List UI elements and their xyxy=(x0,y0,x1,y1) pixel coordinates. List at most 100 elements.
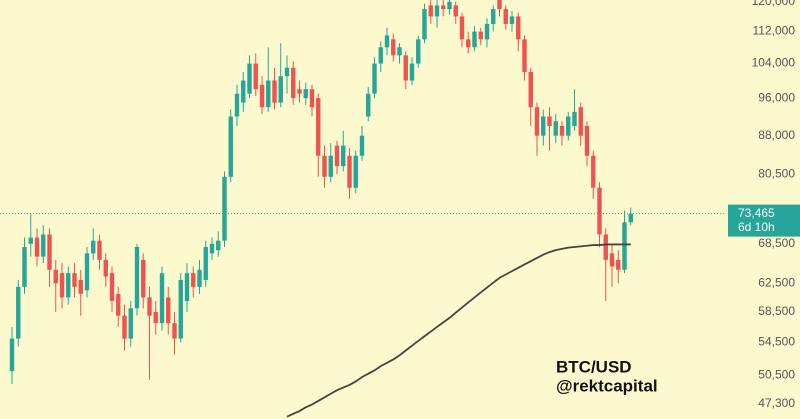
candle-body xyxy=(22,246,27,287)
y-tick-label: 47,300 xyxy=(758,396,795,410)
candle-body xyxy=(484,23,490,40)
candle-body xyxy=(253,63,258,90)
candle-body xyxy=(122,315,127,339)
y-tick-label: 50,500 xyxy=(758,368,795,382)
candle-body xyxy=(316,98,321,156)
candle-body xyxy=(578,107,583,136)
candle-body xyxy=(628,213,633,223)
candle-body xyxy=(16,286,21,339)
candle-body xyxy=(278,76,283,103)
candle-body xyxy=(34,237,40,257)
candle-body xyxy=(347,155,352,188)
candle-body xyxy=(59,273,65,298)
candle-body xyxy=(309,89,315,108)
candle-body xyxy=(378,47,383,64)
candle-body xyxy=(166,297,171,324)
candle-body xyxy=(553,121,558,136)
y-tick-label: 68,500 xyxy=(758,236,795,250)
candle-body xyxy=(397,47,402,56)
y-tick-label: 62,500 xyxy=(758,276,795,290)
candle-body xyxy=(503,9,508,24)
candle-body xyxy=(491,9,496,24)
candle-body xyxy=(341,145,346,167)
candle-body xyxy=(266,80,271,108)
annotation: BTC/USD xyxy=(556,357,632,376)
y-tick-label: 58,500 xyxy=(758,304,795,318)
candle-body xyxy=(328,155,333,177)
price-label: 73,465 xyxy=(738,206,775,220)
candle-body xyxy=(9,338,15,372)
candle-body xyxy=(228,116,233,177)
y-tick-label: 88,000 xyxy=(758,128,795,142)
candle-body xyxy=(384,35,390,48)
y-tick-label: 80,500 xyxy=(758,166,795,180)
candle-body xyxy=(209,243,215,254)
plot-area xyxy=(0,0,725,418)
candle-body xyxy=(434,5,440,17)
countdown-label: 6d 10h xyxy=(738,220,775,234)
candle-body xyxy=(409,63,415,81)
candle-body xyxy=(41,234,46,257)
y-tick-label: 96,000 xyxy=(758,90,795,104)
candle-body xyxy=(272,80,277,103)
candle-body xyxy=(72,273,77,287)
candle-body xyxy=(153,311,158,324)
candle-body xyxy=(522,39,527,72)
candle-body xyxy=(216,240,221,251)
candle-body xyxy=(428,5,433,17)
candle-body xyxy=(509,16,515,24)
candle-body xyxy=(222,176,227,241)
candle-body xyxy=(453,5,458,17)
price-label-box xyxy=(728,204,800,237)
candle-body xyxy=(572,111,577,126)
candle-body xyxy=(147,297,152,316)
moving-average xyxy=(286,243,631,418)
candle-body xyxy=(422,9,427,40)
candle-body xyxy=(303,89,308,99)
candle-body xyxy=(203,246,208,280)
candle-body xyxy=(178,279,183,339)
candle-body xyxy=(616,259,621,270)
candle-body xyxy=(84,253,90,291)
candle-body xyxy=(584,125,590,156)
candle-body xyxy=(359,135,365,156)
candle-body xyxy=(172,323,177,339)
candle-body xyxy=(78,279,83,294)
candle-body xyxy=(141,259,146,298)
candle-body xyxy=(447,1,452,10)
candle-body xyxy=(66,273,71,298)
y-tick-label: 120,000 xyxy=(752,0,796,8)
candle-body xyxy=(109,273,115,302)
candle-body xyxy=(97,240,102,260)
candle-body xyxy=(334,145,340,167)
candle-body xyxy=(622,222,627,270)
candle-body xyxy=(566,116,571,136)
y-tick-label: 112,000 xyxy=(753,24,796,38)
candle-body xyxy=(466,39,471,48)
candle-body xyxy=(591,155,596,188)
candle-body xyxy=(28,237,33,244)
candle-body xyxy=(547,116,552,126)
candle-body xyxy=(184,273,190,302)
candle-body xyxy=(128,308,133,339)
y-tick-label: 104,000 xyxy=(752,56,796,70)
candle-body xyxy=(372,63,377,94)
candle-body xyxy=(134,246,140,309)
candle-body xyxy=(291,67,296,99)
candle-body xyxy=(234,93,240,117)
candle-body xyxy=(541,116,546,136)
candle-body xyxy=(197,269,202,287)
candle-body xyxy=(322,155,327,177)
candle-body xyxy=(366,93,371,117)
candle-body xyxy=(603,234,608,260)
candle-body xyxy=(472,31,477,48)
candle-body xyxy=(159,273,165,324)
candle-body xyxy=(559,125,565,136)
candle-body xyxy=(353,155,358,188)
candle-body xyxy=(478,31,483,40)
candle-body xyxy=(47,234,52,270)
y-tick-label: 54,500 xyxy=(758,335,795,349)
candle-body xyxy=(497,0,502,10)
candle-body xyxy=(91,240,96,254)
